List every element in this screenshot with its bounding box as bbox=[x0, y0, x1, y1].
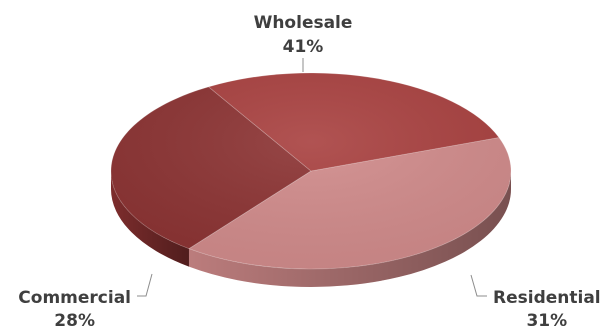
slice-label-residential: Residential bbox=[493, 288, 601, 308]
pie-sheen bbox=[111, 73, 511, 269]
slice-value-commercial: 28% bbox=[54, 311, 95, 330]
leader-line-commercial bbox=[137, 273, 153, 297]
leader-line-residential bbox=[470, 274, 487, 297]
pie-side-shade-residential bbox=[111, 171, 189, 267]
leader-lines bbox=[137, 58, 487, 297]
slice-label-commercial: Commercial bbox=[18, 288, 131, 308]
slice-value-wholesale: 41% bbox=[283, 37, 324, 57]
slice-value-residential: 31% bbox=[526, 311, 567, 330]
pie-side-shade-wholesale bbox=[188, 171, 512, 287]
slice-labels: Wholesale 41% Residential 31% Commercial 28% bbox=[18, 13, 601, 331]
pie-sides bbox=[111, 171, 512, 287]
slice-label-wholesale: Wholesale bbox=[254, 13, 353, 33]
